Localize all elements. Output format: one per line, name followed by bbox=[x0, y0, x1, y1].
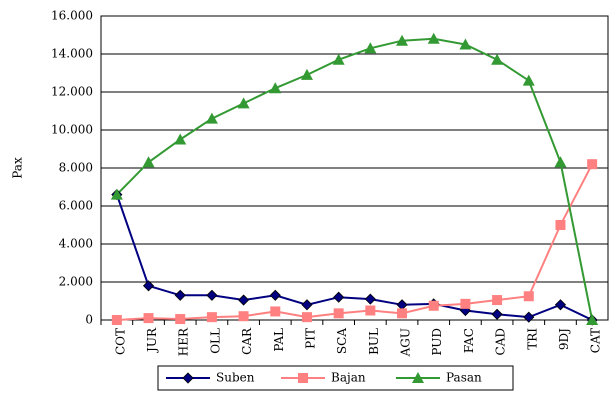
y-tick-label: 14.000 bbox=[51, 47, 93, 61]
legend-box bbox=[157, 365, 514, 391]
marker bbox=[301, 299, 313, 311]
marker bbox=[523, 291, 534, 302]
marker bbox=[397, 308, 408, 319]
marker bbox=[491, 53, 504, 65]
x-tick-label: BUL bbox=[367, 328, 381, 355]
marker bbox=[333, 291, 345, 303]
x-tick-label: JUR bbox=[145, 327, 159, 354]
marker bbox=[365, 305, 376, 316]
marker bbox=[301, 312, 312, 323]
marker bbox=[396, 299, 408, 311]
marker bbox=[143, 313, 154, 324]
marker bbox=[238, 294, 250, 306]
y-tick-label: 2.000 bbox=[59, 275, 93, 289]
marker bbox=[110, 188, 123, 200]
y-tick-label: 8.000 bbox=[59, 161, 93, 175]
marker bbox=[333, 308, 344, 319]
x-tick-label: OLL bbox=[208, 328, 222, 354]
marker bbox=[300, 68, 313, 80]
x-tick-label: CAT bbox=[589, 328, 603, 353]
x-tick-label: CAD bbox=[494, 328, 508, 355]
marker bbox=[298, 373, 308, 383]
marker bbox=[427, 32, 440, 44]
marker bbox=[555, 220, 566, 230]
marker bbox=[428, 300, 439, 311]
series-line bbox=[116, 37, 594, 321]
marker bbox=[206, 289, 218, 301]
marker bbox=[269, 289, 281, 301]
marker bbox=[522, 74, 535, 86]
marker bbox=[364, 293, 376, 305]
y-tick-label: 6.000 bbox=[59, 199, 93, 213]
x-tick-label: AGU bbox=[399, 328, 413, 357]
marker bbox=[142, 280, 155, 292]
marker bbox=[412, 372, 424, 383]
marker bbox=[396, 34, 409, 46]
marker bbox=[587, 159, 598, 170]
x-tick-label: 9DJ bbox=[557, 328, 571, 350]
y-tick-label: 10.000 bbox=[51, 123, 93, 137]
marker bbox=[554, 299, 567, 311]
x-tick-label: PUD bbox=[430, 328, 444, 356]
legend-label: Bajan bbox=[331, 371, 366, 385]
marker bbox=[174, 133, 187, 145]
marker bbox=[182, 372, 194, 384]
marker bbox=[523, 311, 535, 323]
x-tick-label: FAC bbox=[462, 328, 476, 353]
legend-label: Pasan bbox=[446, 371, 482, 385]
series-line bbox=[115, 194, 593, 321]
marker bbox=[174, 289, 186, 301]
legend-label: Suben bbox=[216, 371, 255, 385]
series-line bbox=[116, 163, 594, 321]
marker bbox=[586, 314, 599, 325]
x-tick-label: HER bbox=[177, 327, 191, 356]
marker bbox=[206, 312, 217, 323]
marker bbox=[270, 306, 281, 317]
marker bbox=[269, 82, 282, 94]
marker bbox=[175, 314, 186, 325]
y-tick-label: 0 bbox=[85, 313, 93, 327]
marker bbox=[142, 156, 155, 168]
marker bbox=[332, 53, 345, 65]
x-tick-label: COT bbox=[113, 328, 127, 355]
x-tick-label: PAL bbox=[272, 328, 286, 352]
y-tick-label: 4.000 bbox=[59, 237, 93, 251]
x-tick-label: CAR bbox=[240, 327, 254, 355]
marker bbox=[364, 42, 377, 54]
x-tick-label: PIT bbox=[303, 328, 317, 349]
x-tick-label: SCA bbox=[335, 328, 349, 354]
marker bbox=[111, 315, 122, 325]
marker bbox=[238, 311, 249, 322]
marker bbox=[205, 112, 218, 124]
marker bbox=[492, 295, 503, 306]
y-tick-label: 16.000 bbox=[51, 9, 93, 23]
y-axis-label: Pax bbox=[11, 157, 25, 179]
marker bbox=[459, 38, 472, 50]
x-tick-label: TRI bbox=[525, 328, 539, 350]
y-tick-label: 12.000 bbox=[51, 85, 93, 99]
marker bbox=[237, 97, 250, 109]
marker bbox=[491, 308, 503, 320]
marker bbox=[460, 298, 471, 309]
marker bbox=[554, 156, 567, 168]
